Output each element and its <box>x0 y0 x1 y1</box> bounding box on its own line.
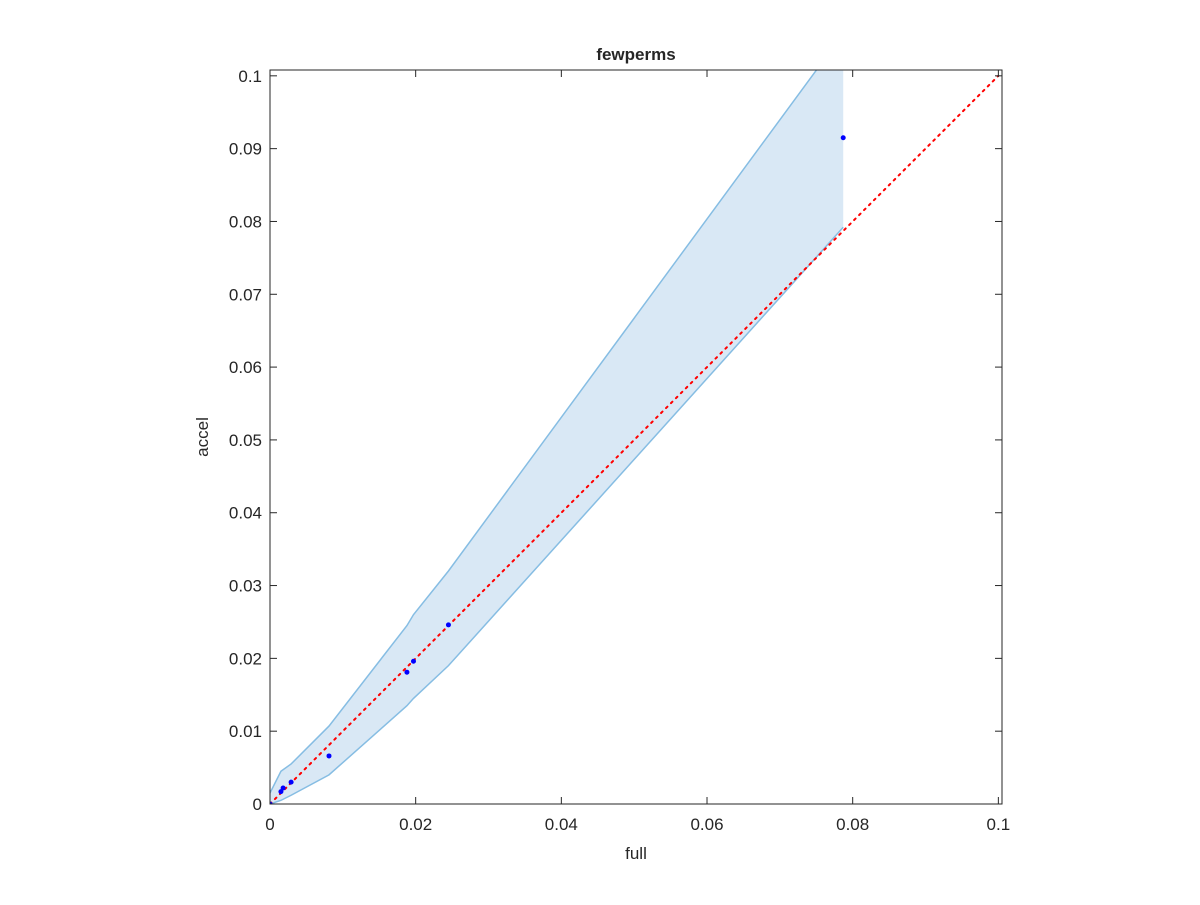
point <box>270 801 273 804</box>
y-tick-label: 0.08 <box>229 212 262 231</box>
y-tick-label: 0.03 <box>229 577 262 596</box>
y-tick-label: 0.1 <box>238 67 262 86</box>
y-tick-label: 0.05 <box>229 431 262 450</box>
plot-area <box>270 70 1000 804</box>
x-tick-label: 0.04 <box>545 815 578 834</box>
band-edge <box>270 226 844 804</box>
y-tick-label: 0 <box>253 795 262 814</box>
point <box>280 785 286 791</box>
x-tick-label: 0.02 <box>399 815 432 834</box>
y-tick-label: 0.02 <box>229 649 262 668</box>
y-tick-label: 0.01 <box>229 722 262 741</box>
x-tick-label: 0.08 <box>836 815 869 834</box>
point <box>410 658 416 664</box>
point <box>445 622 451 628</box>
y-tick-label: 0.09 <box>229 140 262 159</box>
axes: 0 0.02 0.04 0.06 0.08 0.1 0 0.01 0.02 0.03 0.04 0.0… <box>229 67 1010 834</box>
y-tick-label: 0.06 <box>229 358 262 377</box>
point <box>404 669 410 675</box>
y-tick-label: 0.04 <box>229 504 262 523</box>
y-tick-label: 0.07 <box>229 285 262 304</box>
x-axis-label: full <box>625 844 647 863</box>
x-tick-label: 0.06 <box>690 815 723 834</box>
x-tick-label: 0.1 <box>987 815 1011 834</box>
point <box>840 135 846 141</box>
x-tick-label: 0 <box>265 815 274 834</box>
band-edge <box>270 70 818 794</box>
axes-box <box>269 69 1003 805</box>
point <box>288 779 294 785</box>
point <box>278 789 284 795</box>
confidence-band <box>270 70 844 804</box>
y-axis-label: accel <box>193 417 212 457</box>
chart-title: fewperms <box>596 45 675 64</box>
point <box>326 753 332 759</box>
